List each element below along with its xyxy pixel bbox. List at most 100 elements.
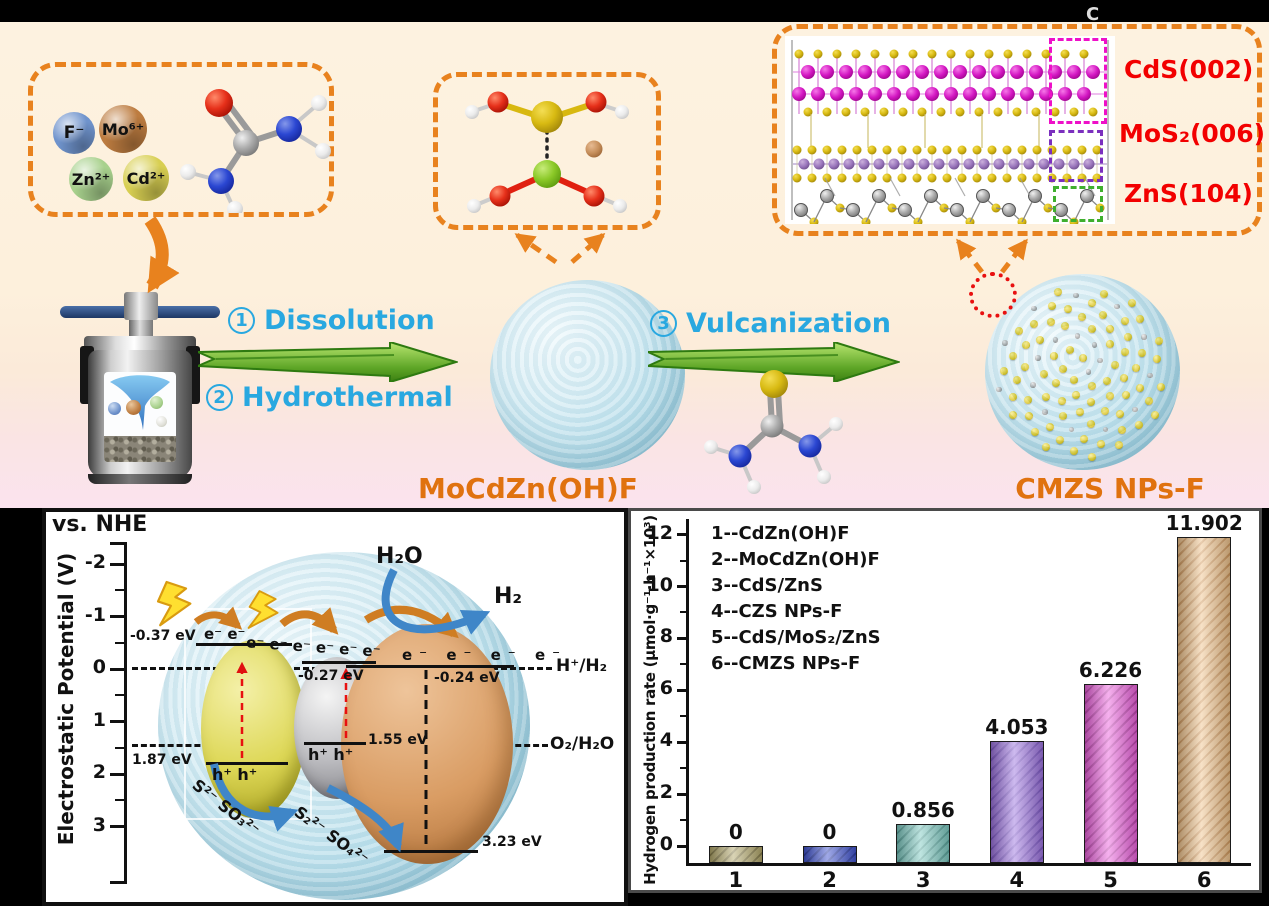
sulfur-dot xyxy=(1064,304,1073,313)
sulfur-dot xyxy=(999,367,1008,376)
mos2-gap-value: 1.55 eV xyxy=(368,732,428,748)
legend-entry-2: 2--MoCdZn(OH)F xyxy=(711,549,880,570)
autoclave-base xyxy=(88,474,192,484)
bar-item xyxy=(989,740,1044,863)
band-y-minor-tick xyxy=(115,694,124,697)
window-ion-blue xyxy=(108,402,121,415)
sulfur-dot xyxy=(1156,382,1165,391)
bar-value-label: 0 xyxy=(822,820,837,845)
sulfur-dot xyxy=(1071,390,1080,399)
zns-vb-line xyxy=(384,850,478,853)
sulfur-dot xyxy=(1058,364,1067,373)
sulfur-dot xyxy=(1087,397,1096,406)
sulfur-dot xyxy=(1046,318,1055,327)
sulfur-dot xyxy=(1030,319,1039,328)
band-y-minor-tick xyxy=(115,641,124,644)
chart-y-tick-label: 0 xyxy=(659,833,673,856)
chart-x-tick-label: 6 xyxy=(1196,868,1212,892)
bar-item xyxy=(708,846,763,863)
sulfur-dot xyxy=(1135,383,1144,392)
step-3-label: Vulcanization xyxy=(686,308,891,339)
band-y-tick-label: -2 xyxy=(84,551,106,573)
synthesis-scheme: F⁻ Mo⁶⁺ Zn²⁺ Cd²⁺ xyxy=(0,22,1269,508)
sulfur-dot xyxy=(1080,435,1089,443)
h2o-label: H₂O xyxy=(376,544,423,569)
autoclave-window xyxy=(104,372,176,462)
h2-redox-level-label: H⁺/H₂ xyxy=(556,656,608,676)
chart-y-minor-tick xyxy=(680,819,686,822)
band-y-tick-label: 1 xyxy=(92,708,106,731)
sulfur-dot xyxy=(1114,440,1123,449)
chart-x-tick-label: 2 xyxy=(822,868,837,892)
sulfur-dot xyxy=(1122,391,1131,400)
cds-gap-value: 1.87 eV xyxy=(132,752,192,768)
mos2-plane-label: MoS₂(006) xyxy=(1119,119,1266,148)
hydroxide-complex-box xyxy=(433,72,661,230)
metal-dot xyxy=(1085,369,1092,375)
sulfur-dot xyxy=(1053,287,1062,296)
sulfur-dot xyxy=(1100,407,1109,416)
metal-dot xyxy=(1141,334,1147,340)
band-y-tick xyxy=(110,667,124,671)
metal-dot xyxy=(1052,337,1059,343)
precursor-ions-box: F⁻ Mo⁶⁺ Zn²⁺ Cd²⁺ xyxy=(28,62,334,217)
ion-zinc: Zn²⁺ xyxy=(69,157,113,201)
cds-holes-label: h⁺ h⁺ xyxy=(212,765,258,784)
bar-item xyxy=(1177,537,1232,863)
sulfur-dot xyxy=(1115,409,1124,418)
band-y-axis-line xyxy=(124,542,127,884)
step-2-number: 2 xyxy=(206,384,233,411)
crystal-structure-panel xyxy=(785,36,1115,227)
ion-molybdenum: Mo⁶⁺ xyxy=(99,105,147,153)
chart-x-tick-label: 5 xyxy=(1103,868,1118,892)
sulfur-dot xyxy=(1099,310,1108,319)
sulfur-dot xyxy=(1012,376,1021,385)
sulfur-dot xyxy=(1051,378,1060,387)
chart-y-tick-label: 6 xyxy=(659,677,673,700)
zns-cb-value: -0.24 eV xyxy=(434,670,500,686)
sulfur-dot xyxy=(1123,333,1132,342)
o2-redox-level-label: O₂/H₂O xyxy=(550,734,615,754)
ion-fluoride-label: F⁻ xyxy=(63,123,85,143)
band-y-tick xyxy=(110,615,124,618)
cropped-letter-artifact: C xyxy=(1086,4,1100,25)
step-2-hydrothermal: 2 Hydrothermal xyxy=(206,382,453,413)
chart-y-tick xyxy=(677,792,686,796)
mos2-cb-value: -0.27 eV xyxy=(298,668,364,684)
band-diagram-title: vs. NHE xyxy=(52,512,148,537)
chart-x-tick-label: 4 xyxy=(1009,868,1025,892)
sulfur-dot xyxy=(1117,425,1126,434)
metal-dot xyxy=(1132,406,1138,413)
bar-value-label: 11.902 xyxy=(1165,511,1243,536)
chart-y-tick-label: 2 xyxy=(659,781,673,804)
band-y-tick xyxy=(110,825,124,828)
sulfur-dot xyxy=(1045,423,1054,432)
electron-row-1: e⁻ e⁻ xyxy=(204,625,246,643)
step-2-label: Hydrothermal xyxy=(242,382,453,413)
step-1-dissolution: 1 Dissolution xyxy=(228,305,435,336)
chart-y-tick xyxy=(677,688,686,692)
metal-dot xyxy=(1097,357,1103,364)
reaction-arrow-3 xyxy=(648,342,900,382)
sulfur-dot xyxy=(1099,289,1108,298)
metal-dot xyxy=(1031,305,1037,312)
sulfur-dot xyxy=(1059,412,1068,421)
sulfur-dot xyxy=(1030,428,1039,437)
chart-y-tick xyxy=(677,740,686,744)
sulfur-dot xyxy=(1036,335,1045,344)
chart-y-tick-label: 8 xyxy=(659,625,673,648)
band-y-tick-label: -1 xyxy=(84,603,106,626)
chart-x-tick-label: 1 xyxy=(728,868,744,892)
sulfur-dot xyxy=(1154,337,1163,346)
ion-cadmium: Cd²⁺ xyxy=(123,155,169,201)
metal-dot xyxy=(1091,342,1098,348)
window-ion-green xyxy=(150,396,163,409)
sulfur-dot xyxy=(1049,351,1058,360)
cds-cb-line xyxy=(196,643,292,646)
chart-x-axis-line xyxy=(686,863,1251,866)
chart-y-tick xyxy=(677,533,686,537)
sulfur-dot xyxy=(1103,377,1112,386)
chart-x-tick-label: 3 xyxy=(915,868,931,892)
chart-y-minor-tick xyxy=(680,715,686,718)
chart-y-minor-tick xyxy=(680,611,686,614)
